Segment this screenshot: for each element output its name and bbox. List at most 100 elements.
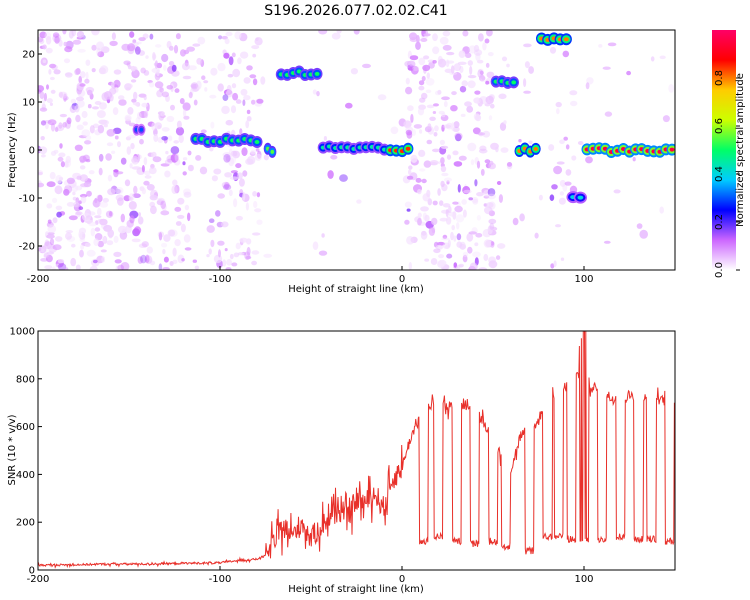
noise-blob xyxy=(208,218,215,223)
noise-blob xyxy=(256,98,264,104)
noise-blob xyxy=(75,264,81,270)
noise-blob xyxy=(187,164,194,172)
noise-blob xyxy=(188,91,193,99)
noise-blob xyxy=(81,212,91,222)
noise-blob xyxy=(239,51,249,59)
noise-blob xyxy=(241,147,248,157)
noise-blob xyxy=(127,65,132,70)
noise-blob xyxy=(152,156,162,163)
noise-blob xyxy=(473,49,483,56)
noise-blob xyxy=(426,104,435,109)
noise-blob xyxy=(46,98,53,104)
noise-blob xyxy=(43,92,48,102)
noise-blob xyxy=(263,253,273,258)
noise-blob xyxy=(485,62,490,68)
noise-blob xyxy=(123,60,131,66)
noise-blob xyxy=(440,180,445,188)
noise-blob xyxy=(179,98,185,105)
noise-blob xyxy=(64,184,73,194)
noise-blob xyxy=(62,122,68,128)
noise-blob xyxy=(113,189,123,194)
noise-blob xyxy=(168,229,178,237)
noise-blob xyxy=(218,35,223,40)
noise-blob xyxy=(466,105,474,113)
noise-blob xyxy=(213,168,222,175)
noise-blob xyxy=(462,251,469,258)
noise-blob xyxy=(174,88,180,93)
noise-blob xyxy=(96,47,101,57)
noise-blob xyxy=(130,65,136,72)
noise-blob xyxy=(183,191,192,198)
noise-blob xyxy=(464,101,472,107)
noise-blob xyxy=(155,44,162,48)
noise-blob xyxy=(138,243,148,248)
noise-blob xyxy=(133,91,138,100)
noise-blob xyxy=(167,229,176,237)
noise-blob xyxy=(478,148,488,154)
noise-blob xyxy=(445,244,450,250)
noise-blob xyxy=(433,103,439,107)
noise-blob xyxy=(144,110,149,119)
noise-blob xyxy=(106,240,114,246)
noise-blob xyxy=(48,68,52,75)
noise-blob xyxy=(83,181,92,188)
y-tick-label: 600 xyxy=(16,422,35,433)
noise-blob xyxy=(146,184,155,191)
noise-blob xyxy=(559,179,566,187)
noise-blob xyxy=(477,132,486,136)
noise-blob xyxy=(417,217,422,226)
noise-blob xyxy=(662,115,670,123)
noise-blob xyxy=(184,204,190,211)
noise-blob xyxy=(173,44,179,54)
noise-blob xyxy=(38,247,42,252)
noise-blob xyxy=(487,193,496,200)
noise-blob xyxy=(559,139,565,145)
noise-blob xyxy=(249,74,257,79)
noise-blob xyxy=(577,141,584,145)
noise-blob xyxy=(112,107,119,116)
noise-blob xyxy=(226,84,232,94)
noise-blob xyxy=(549,46,557,54)
noise-blob xyxy=(246,109,251,115)
noise-blob xyxy=(89,125,95,134)
y-tick-label: -20 xyxy=(19,242,35,253)
noise-blob xyxy=(565,169,572,176)
noise-blob xyxy=(471,197,479,203)
noise-blob xyxy=(137,256,143,264)
noise-blob xyxy=(59,143,63,149)
noise-blob xyxy=(432,60,437,64)
noise-blob xyxy=(161,242,168,248)
snr-x-label: Height of straight line (km) xyxy=(288,584,424,595)
noise-blob xyxy=(534,232,539,239)
noise-blob xyxy=(172,259,178,264)
noise-blob xyxy=(424,258,430,262)
noise-blob xyxy=(146,246,153,254)
noise-blob xyxy=(425,78,435,86)
noise-blob xyxy=(418,85,425,91)
noise-blob xyxy=(40,120,47,126)
snr-y-axis: 0 200 400 600 800 1000 xyxy=(10,327,42,577)
noise-blob xyxy=(476,214,481,221)
noise-blob xyxy=(443,101,448,108)
noise-blob xyxy=(64,159,72,168)
noise-blob xyxy=(474,242,479,247)
noise-blob xyxy=(132,102,140,106)
noise-blob xyxy=(131,158,139,163)
noise-blob xyxy=(421,178,427,184)
noise-blob xyxy=(132,39,137,44)
noise-blob xyxy=(187,212,191,222)
noise-blob xyxy=(115,187,124,195)
noise-blob xyxy=(52,217,58,224)
noise-blob xyxy=(442,124,452,129)
noise-blob xyxy=(228,189,233,197)
noise-blob xyxy=(223,52,230,59)
noise-blob xyxy=(91,30,100,36)
noise-blob xyxy=(97,124,105,134)
noise-blob xyxy=(56,211,62,218)
noise-blob xyxy=(46,234,55,239)
noise-blob xyxy=(172,179,178,186)
noise-blob xyxy=(168,61,175,66)
noise-blob xyxy=(53,69,61,75)
noise-blob xyxy=(476,192,484,197)
noise-blob xyxy=(237,172,243,179)
